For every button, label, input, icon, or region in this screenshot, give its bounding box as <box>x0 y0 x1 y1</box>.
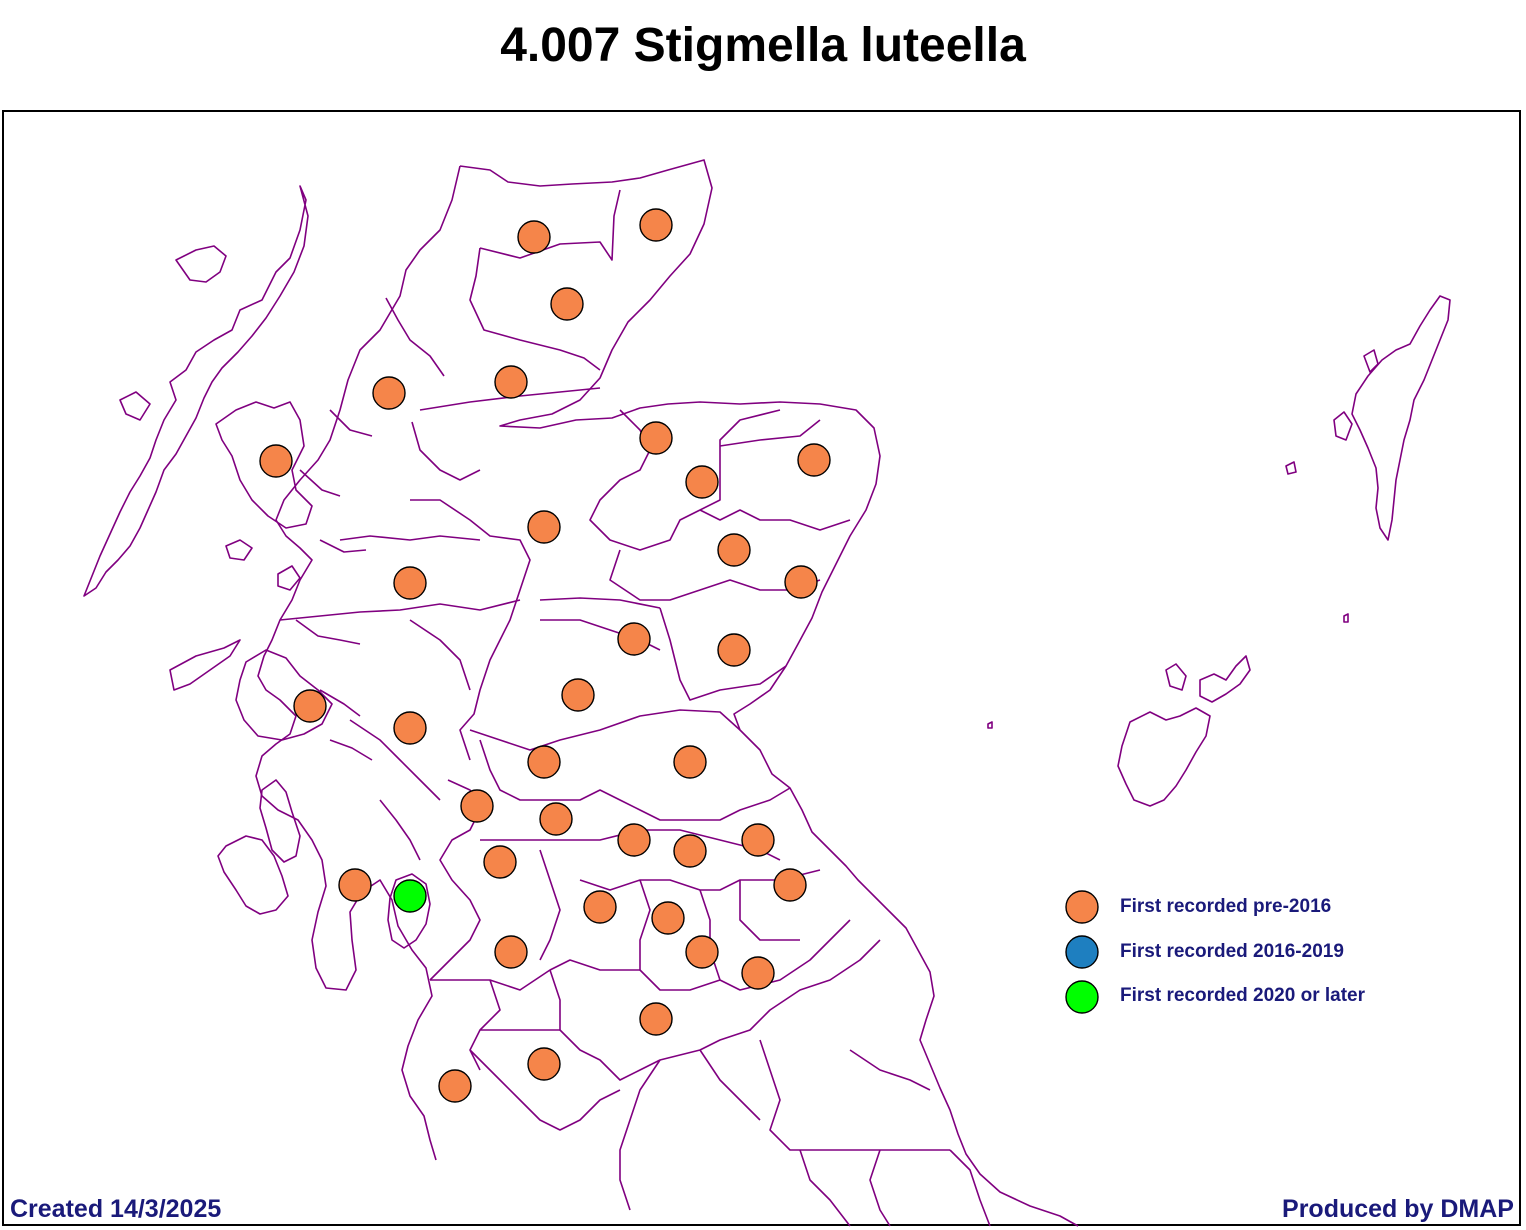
vc-boundary-east <box>589 409 781 551</box>
record-dot-pre2016 <box>527 510 561 544</box>
vc-boundary-north <box>469 189 621 371</box>
vc-boundary-borders-2 <box>699 880 851 991</box>
vc-boundary-east-2 <box>699 419 851 531</box>
map-frame <box>2 110 1521 1226</box>
record-dot-pre2016 <box>639 421 673 455</box>
record-dot-pre2016 <box>494 935 528 969</box>
record-dot-pre2016 <box>717 633 751 667</box>
producer-credit: Produced by DMAP <box>1282 1195 1514 1223</box>
vc-boundary-england <box>619 1039 950 1211</box>
arran-outline <box>387 873 431 949</box>
legend-dot-2016-2019 <box>1065 935 1099 969</box>
record-dot-pre2016 <box>685 935 719 969</box>
fair-isle <box>987 721 993 729</box>
record-dot-pre2016 <box>561 678 595 712</box>
vc-boundary-dumfries <box>549 939 881 1081</box>
record-dot-pre2016 <box>372 376 406 410</box>
record-dot-pre2016 <box>393 566 427 600</box>
record-dot-pre2016 <box>651 901 685 935</box>
legend-dot-pre2016 <box>1065 890 1099 924</box>
record-dot-pre2016 <box>483 845 517 879</box>
vc-boundary-east-3 <box>539 549 821 609</box>
orkney-north-isles <box>1165 655 1251 703</box>
record-dot-pre2016 <box>293 689 327 723</box>
legend-label-pre2016: First recorded pre-2016 <box>1120 896 1331 917</box>
record-dot-pre2016 <box>741 823 775 857</box>
shetland-outline <box>1351 295 1451 541</box>
record-dot-pre2016 <box>539 802 573 836</box>
record-dot-pre2016 <box>639 208 673 242</box>
record-dot-pre2016 <box>550 287 584 321</box>
record-dot-pre2016 <box>617 823 651 857</box>
mainland-outline <box>459 159 1079 1227</box>
mull-outline <box>235 649 333 741</box>
record-dot-pre2016 <box>639 1002 673 1036</box>
islay-outline <box>217 835 289 915</box>
record-dot-pre2016 <box>517 220 551 254</box>
small-isles <box>169 539 301 691</box>
record-dot-pre2016 <box>773 868 807 902</box>
record-dot-pre2016 <box>527 745 561 779</box>
record-dot-pre2016 <box>673 745 707 779</box>
record-dot-pre2016 <box>438 1069 472 1103</box>
shetland-isles <box>1285 349 1379 623</box>
legend-dot-2020-later <box>1065 980 1099 1014</box>
record-dots <box>259 208 831 1103</box>
vc-boundary-england-2 <box>799 1149 991 1227</box>
skye-outline <box>215 401 313 529</box>
vc-boundary-north-2 <box>411 387 601 481</box>
created-date: Created 14/3/2025 <box>10 1195 222 1223</box>
outer-hebrides-coast <box>119 245 227 421</box>
record-dot-pre2016 <box>673 834 707 868</box>
record-dot-pre2016 <box>685 465 719 499</box>
legend-label-2016-2019: First recorded 2016-2019 <box>1120 941 1344 962</box>
record-dot-pre2016 <box>460 789 494 823</box>
vc-boundary-forth <box>469 709 741 751</box>
vc-boundary-forth-2 <box>479 739 791 821</box>
vice-county-boundaries <box>83 159 1451 1227</box>
west-highland-lochs <box>295 297 445 861</box>
mainland-west-coast <box>255 165 461 1161</box>
record-dot-pre2016 <box>338 868 372 902</box>
record-dot-pre2016 <box>583 890 617 924</box>
jura-outline <box>259 779 301 863</box>
record-dot-pre2016 <box>527 1047 561 1081</box>
record-dot-pre2016 <box>617 622 651 656</box>
record-dot-pre2016 <box>494 365 528 399</box>
outer-hebrides-outline <box>83 185 309 597</box>
map-title: 4.007 Stigmella luteella <box>500 19 1026 72</box>
vc-boundary-misc <box>349 619 761 1121</box>
record-dot-pre2016 <box>717 533 751 567</box>
vc-boundary-central-west <box>410 499 531 761</box>
record-dot-pre2016 <box>784 565 818 599</box>
record-dot-2020-later <box>393 879 427 913</box>
orkney-outline <box>1117 707 1211 807</box>
legend: First recorded pre-2016 First recorded 2… <box>1065 890 1366 1014</box>
vc-boundary-central <box>279 535 521 621</box>
record-dot-pre2016 <box>741 956 775 990</box>
vc-boundary-galloway <box>469 1029 621 1131</box>
legend-label-2020-later: First recorded 2020 or later <box>1120 985 1366 1006</box>
record-dot-pre2016 <box>393 711 427 745</box>
record-dot-pre2016 <box>259 444 293 478</box>
record-dot-pre2016 <box>797 443 831 477</box>
